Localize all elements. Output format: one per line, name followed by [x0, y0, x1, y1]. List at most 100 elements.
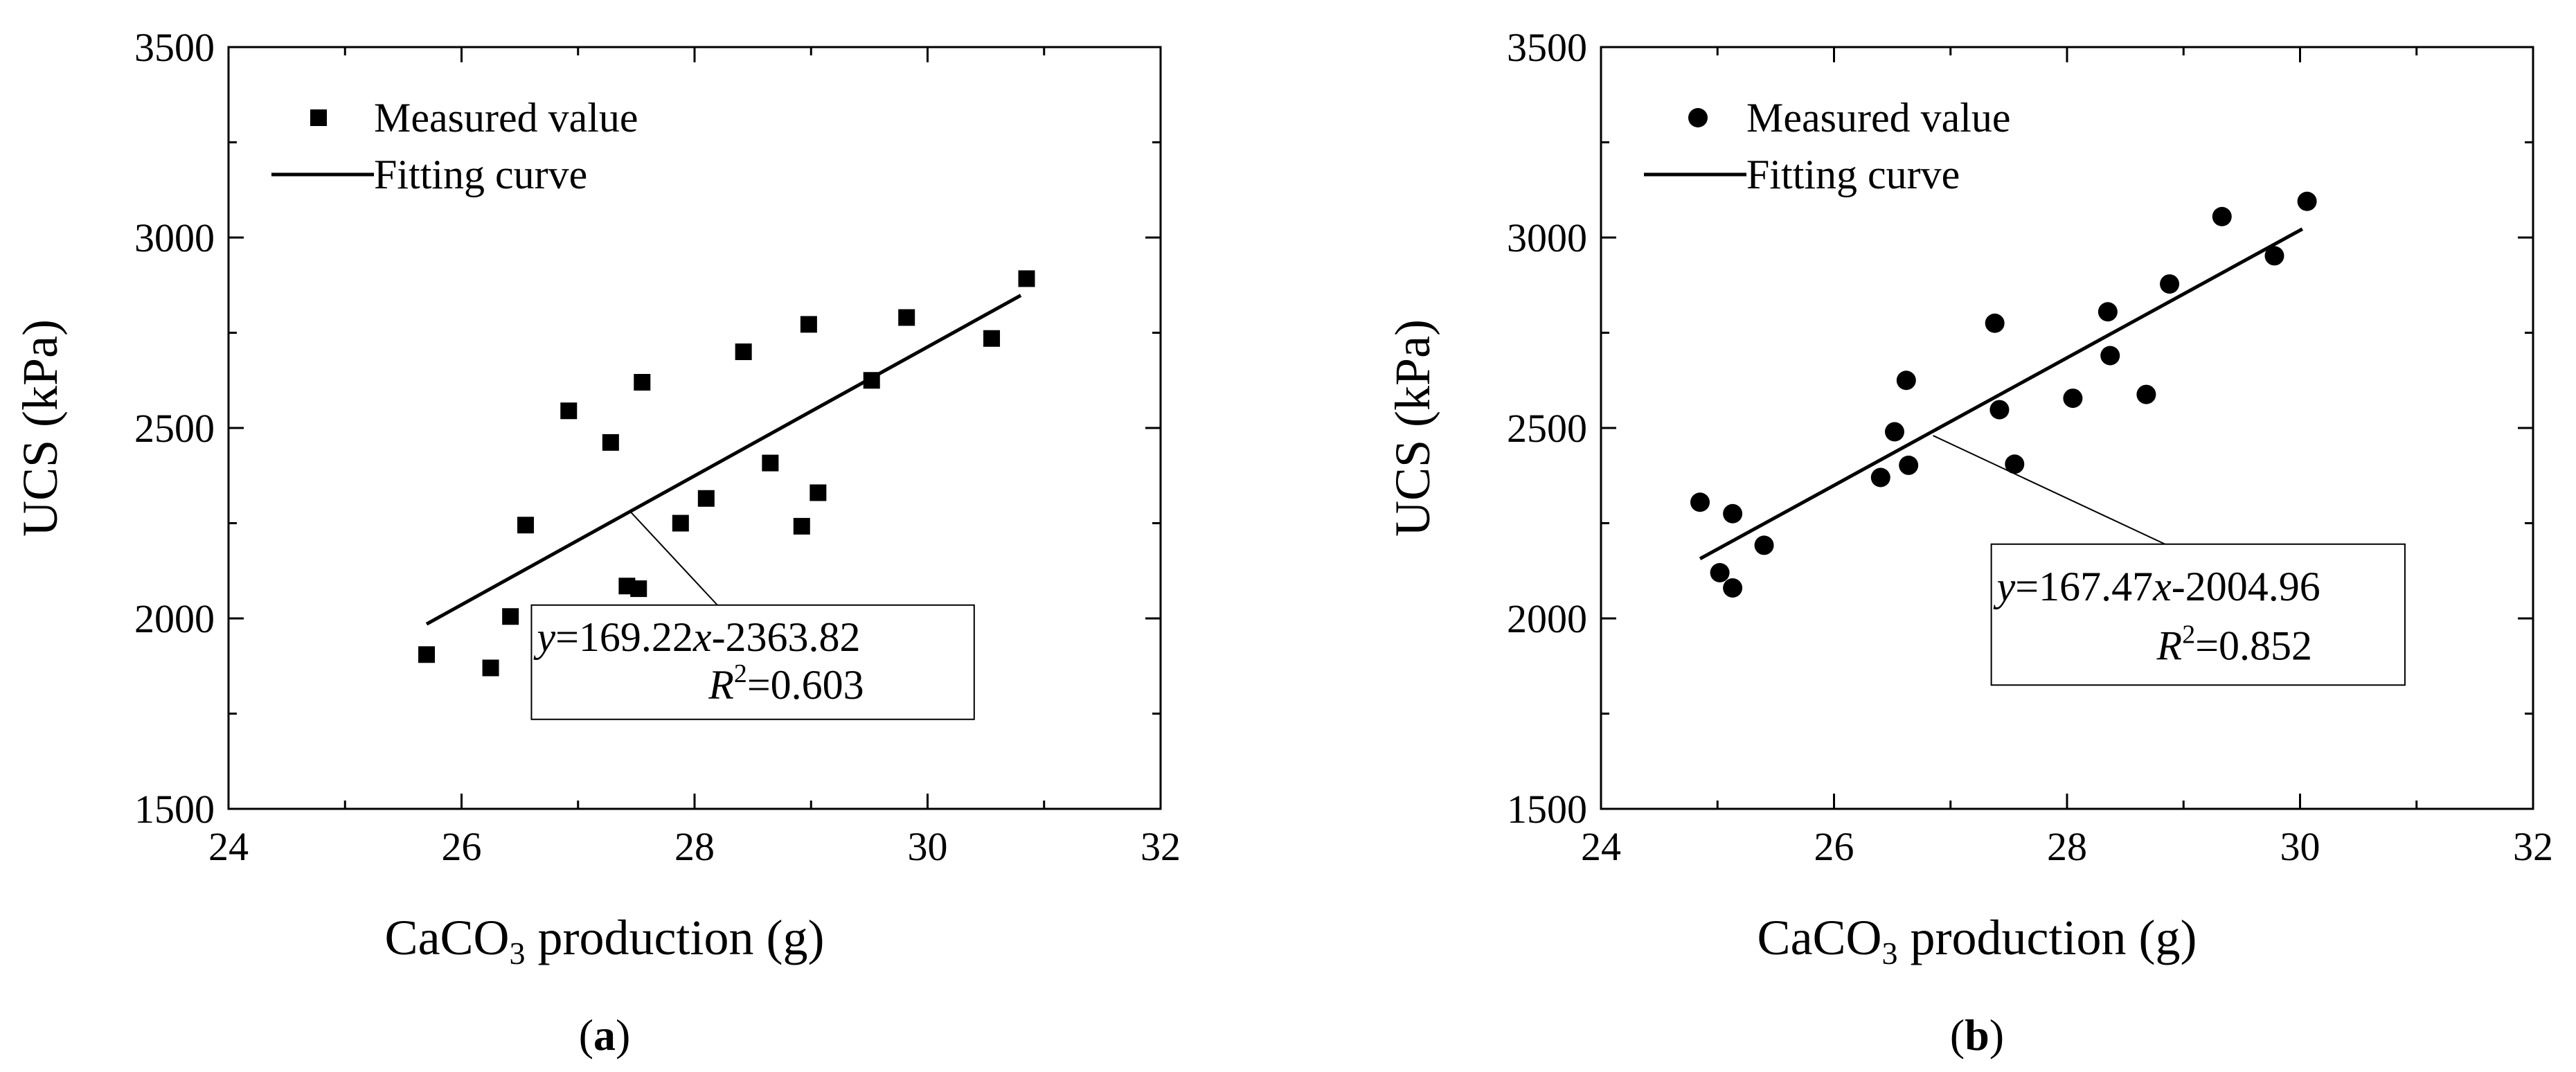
- legend-marker-circle: [1688, 108, 1708, 127]
- equation-box-b: [1990, 543, 2406, 686]
- x-title-main: CaCO: [385, 910, 510, 965]
- data-point: [634, 374, 651, 391]
- eq-y-symbol: y: [1993, 564, 2016, 609]
- fitting-line-b: [1699, 227, 2304, 561]
- data-point: [1723, 578, 1743, 598]
- y-axis-title-b: UCS (kPa): [1385, 319, 1440, 537]
- y-tick-label: 1500: [1507, 787, 1587, 832]
- data-point: [735, 343, 752, 360]
- y-tick-label: 3000: [134, 215, 215, 260]
- x-title-subscript: 3: [1882, 936, 1898, 971]
- data-point: [630, 580, 647, 598]
- data-point: [517, 517, 535, 534]
- data-point: [482, 659, 499, 677]
- data-point: [2136, 384, 2156, 404]
- data-point: [810, 484, 827, 501]
- x-tick-label: 24: [1581, 824, 1621, 869]
- data-point: [602, 434, 619, 451]
- data-point: [418, 646, 436, 663]
- legend-measured-label: Measured value: [1746, 95, 2011, 141]
- data-point: [983, 330, 1001, 347]
- x-title-rest: production (g): [1898, 910, 2197, 965]
- x-tick-label: 30: [908, 824, 948, 869]
- data-point: [1710, 563, 1730, 582]
- eq-x-symbol: x: [692, 614, 712, 660]
- data-point: [697, 490, 715, 507]
- eq-slope: =169.22: [555, 614, 693, 660]
- ticks-b: 24 26 28 30 32 1500 2000 2500 3000 3500: [1507, 25, 2553, 869]
- eq-slope: =167.47: [2015, 564, 2153, 609]
- x-tick-label: 32: [1141, 824, 1181, 869]
- panel-letter-b: b: [1965, 1010, 1989, 1060]
- x-title-main: CaCO: [1757, 910, 1882, 965]
- data-point: [1723, 503, 1743, 524]
- data-point: [2160, 274, 2180, 294]
- plot-frame-a: [227, 46, 1162, 810]
- y-axis-title-a: UCS (kPa): [12, 319, 68, 537]
- r-symbol: R: [2156, 623, 2183, 669]
- equation-box-a: [530, 604, 975, 720]
- data-point: [2098, 302, 2118, 322]
- r-superscript: 2: [734, 659, 747, 688]
- legend-a: Measured value Fitting curve: [271, 95, 638, 197]
- data-point: [1899, 455, 1919, 475]
- r-value: =0.603: [747, 662, 864, 708]
- data-point: [1690, 492, 1710, 512]
- y-tick-label: 2000: [1507, 596, 1587, 641]
- plot-frame-b: [1600, 46, 2534, 810]
- x-axis-title-b: CaCO3 production (g): [1757, 910, 2197, 971]
- equation-leader-a: [629, 511, 718, 606]
- eq-intercept: -2004.96: [2172, 564, 2320, 609]
- data-point: [1870, 467, 1890, 488]
- x-tick-label: 28: [674, 824, 715, 869]
- r-symbol: R: [708, 662, 734, 708]
- legend-b: Measured value Fitting curve: [1644, 95, 2011, 197]
- data-point: [1018, 270, 1035, 287]
- fitting-line-a: [425, 294, 1022, 626]
- x-tick-label: 28: [2047, 824, 2087, 869]
- equation-leader-b: [1933, 435, 2165, 545]
- r-squared-text-b: R2=0.852: [2156, 620, 2313, 669]
- legend-measured-label: Measured value: [374, 95, 638, 141]
- legend-marker-square: [310, 109, 327, 126]
- y-tick-label: 3500: [134, 25, 215, 70]
- data-point: [1985, 313, 2005, 333]
- data-point: [560, 402, 578, 420]
- data-point: [2297, 191, 2317, 211]
- x-tick-label: 32: [2513, 824, 2553, 869]
- data-point: [1989, 400, 2010, 420]
- data-point: [1754, 535, 1774, 555]
- ticks-a: 24 26 28 30 32 1500 2000 2500 3000 3500: [134, 25, 1181, 869]
- data-point: [2100, 346, 2120, 366]
- r-superscript: 2: [2182, 620, 2195, 650]
- x-tick-label: 26: [1814, 824, 1854, 869]
- data-point: [2063, 388, 2083, 409]
- y-tick-label: 2500: [1507, 406, 1587, 451]
- legend-fitting-label: Fitting curve: [374, 152, 587, 197]
- x-tick-label: 24: [208, 824, 249, 869]
- panel-letter-a: a: [593, 1010, 616, 1060]
- x-tick-label: 30: [2280, 824, 2320, 869]
- r-squared-text-a: R2=0.603: [708, 659, 864, 708]
- x-tick-label: 26: [442, 824, 482, 869]
- data-point: [2212, 206, 2232, 226]
- data-point: [2264, 246, 2284, 266]
- equation-text-a: y=169.22x-2363.82: [533, 614, 860, 660]
- legend-fitting-label: Fitting curve: [1746, 152, 1960, 197]
- equation-text-b: y=167.47x-2004.96: [1993, 564, 2320, 609]
- data-point: [672, 515, 689, 532]
- eq-intercept: -2363.82: [712, 614, 861, 660]
- x-title-rest: production (g): [526, 910, 825, 965]
- data-point: [1896, 370, 1916, 391]
- eq-y-symbol: y: [533, 614, 555, 660]
- points-b: [1690, 191, 2317, 598]
- y-tick-label: 2000: [134, 596, 215, 641]
- eq-x-symbol: x: [2152, 564, 2172, 609]
- data-point: [502, 608, 519, 625]
- y-tick-label: 3500: [1507, 25, 1587, 70]
- panel-label-a: (a): [579, 1010, 631, 1060]
- points-a: [418, 270, 1035, 677]
- data-point: [898, 309, 915, 326]
